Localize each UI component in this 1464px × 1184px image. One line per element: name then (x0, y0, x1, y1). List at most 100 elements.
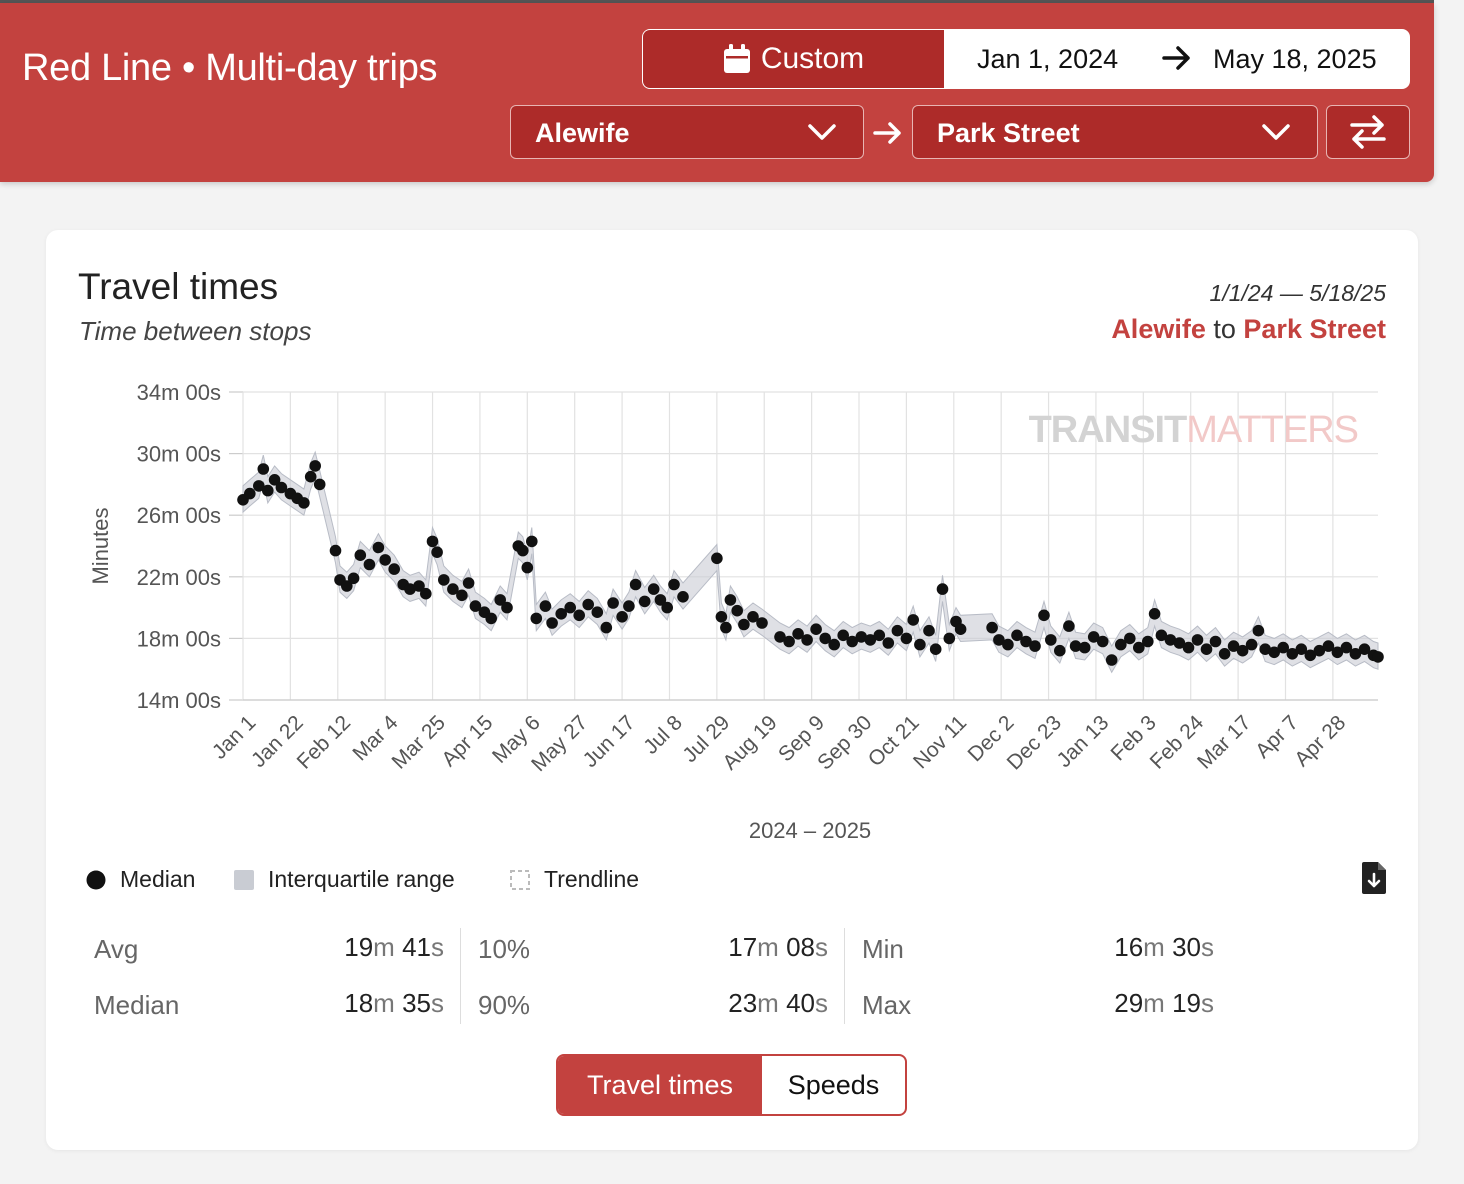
custom-range-button[interactable]: Custom (643, 30, 944, 88)
median-point (1011, 629, 1023, 642)
median-point (715, 611, 728, 623)
median-point (431, 546, 443, 558)
median-point (837, 629, 849, 642)
median-point (891, 624, 904, 637)
download-icon[interactable] (1362, 862, 1386, 894)
stat-max-label: Max (862, 990, 912, 1020)
median-point (1218, 648, 1231, 660)
median-point (564, 601, 576, 614)
tab-speeds[interactable]: Speeds (787, 1069, 880, 1100)
legend-trendline[interactable]: Trendline (510, 866, 639, 893)
legend-iqr[interactable]: Interquartile range (234, 866, 455, 893)
median-point (654, 594, 667, 606)
x-tick-label: Dec 23 (1003, 711, 1066, 774)
median-point (677, 591, 689, 603)
median-point (668, 578, 680, 591)
median-point (986, 621, 998, 634)
median-point (623, 600, 635, 612)
median-point (914, 638, 926, 651)
swap-icon (1350, 115, 1386, 149)
median-point (1268, 646, 1280, 659)
x-tick-label: Apr 28 (1290, 711, 1350, 771)
stat-min-value: 16m 30s (1114, 932, 1214, 962)
legend-median-label: Median (120, 866, 196, 892)
median-point (1313, 644, 1326, 657)
median-point (1252, 624, 1265, 637)
watermark: TRANSITMATTERS (1029, 409, 1358, 451)
median-point (298, 497, 310, 509)
from-station-value: Alewife (535, 118, 630, 148)
median-point (1124, 632, 1136, 645)
median-point (1020, 635, 1032, 648)
median-point (1209, 635, 1222, 648)
median-point (313, 478, 326, 491)
median-point (244, 487, 256, 500)
stat-avg-label: Avg (94, 934, 139, 964)
median-point (629, 578, 642, 591)
median-point (469, 600, 482, 612)
tab-travel-times[interactable]: Travel times (558, 1056, 762, 1114)
y-tick-label: 18m 00s (137, 626, 221, 651)
median-point (1173, 637, 1186, 649)
median-point (363, 558, 376, 571)
x-tick-label: Mar 25 (387, 711, 449, 773)
end-date[interactable]: May 18, 2025 (1213, 44, 1377, 74)
x-tick-label: Sep 30 (813, 711, 876, 774)
median-point (341, 580, 353, 592)
from-station-select[interactable]: Alewife (510, 105, 864, 159)
median-point (661, 601, 673, 614)
median-point (607, 597, 619, 609)
y-tick-label: 22m 00s (137, 565, 221, 590)
x-tick-label: Nov 11 (909, 711, 971, 773)
median-point (1038, 609, 1050, 622)
median-point (413, 580, 425, 592)
median-point (447, 583, 459, 595)
x-tick-group: Apr 15 (437, 711, 497, 771)
x-tick-group: Mar 17 (1193, 711, 1255, 773)
median-point (555, 608, 567, 620)
swap-stations-button[interactable] (1326, 105, 1410, 159)
start-date[interactable]: Jan 1, 2024 (977, 44, 1119, 74)
median-point (1358, 643, 1371, 655)
median-point (819, 632, 831, 645)
median-point (1340, 641, 1353, 654)
y-tick-label: 30m 00s (137, 442, 221, 467)
route-to: Park Street (1243, 314, 1386, 344)
x-tick-label: Aug 19 (718, 711, 781, 774)
x-tick-group: Dec 23 (1003, 711, 1066, 774)
dot-icon (86, 870, 106, 889)
median-point (1142, 635, 1154, 648)
stat-p10-label: 10% (478, 934, 531, 964)
median-point (943, 632, 956, 645)
y-tick-label: 26m 00s (137, 503, 221, 528)
x-tick-group: Aug 19 (718, 711, 781, 774)
median-point (485, 612, 498, 625)
stat-min-label: Min (862, 934, 904, 964)
x-tick-group: Nov 11 (909, 711, 971, 773)
median-point (993, 634, 1005, 646)
median-point (1227, 640, 1240, 652)
median-point (1245, 638, 1258, 651)
travel-times-card: Travel times Time between stops 1/1/24 —… (46, 230, 1418, 1150)
to-station-select[interactable]: Park Street (912, 105, 1318, 159)
page-header: Red Line • Multi-day trips Custom Jan 1,… (0, 3, 1434, 182)
median-point (526, 535, 538, 548)
stat-divider (460, 928, 461, 1024)
legend-median[interactable]: Median (86, 866, 195, 893)
median-point (1002, 638, 1014, 651)
median-point (1096, 635, 1109, 648)
median-point (1078, 641, 1091, 654)
x-tick-group: Sep 30 (813, 711, 876, 774)
median-point (1322, 640, 1335, 652)
median-point (420, 587, 432, 600)
x-tick-group: Apr 28 (1290, 711, 1350, 771)
to-station-value: Park Street (937, 118, 1080, 148)
median-point (379, 554, 392, 566)
x-tick-label: Jun 17 (579, 711, 640, 772)
median-point (591, 606, 604, 618)
custom-range-label: Custom (760, 42, 865, 75)
median-point (268, 474, 281, 486)
median-point (573, 609, 585, 622)
median-point (438, 574, 450, 586)
median-point (494, 594, 507, 606)
